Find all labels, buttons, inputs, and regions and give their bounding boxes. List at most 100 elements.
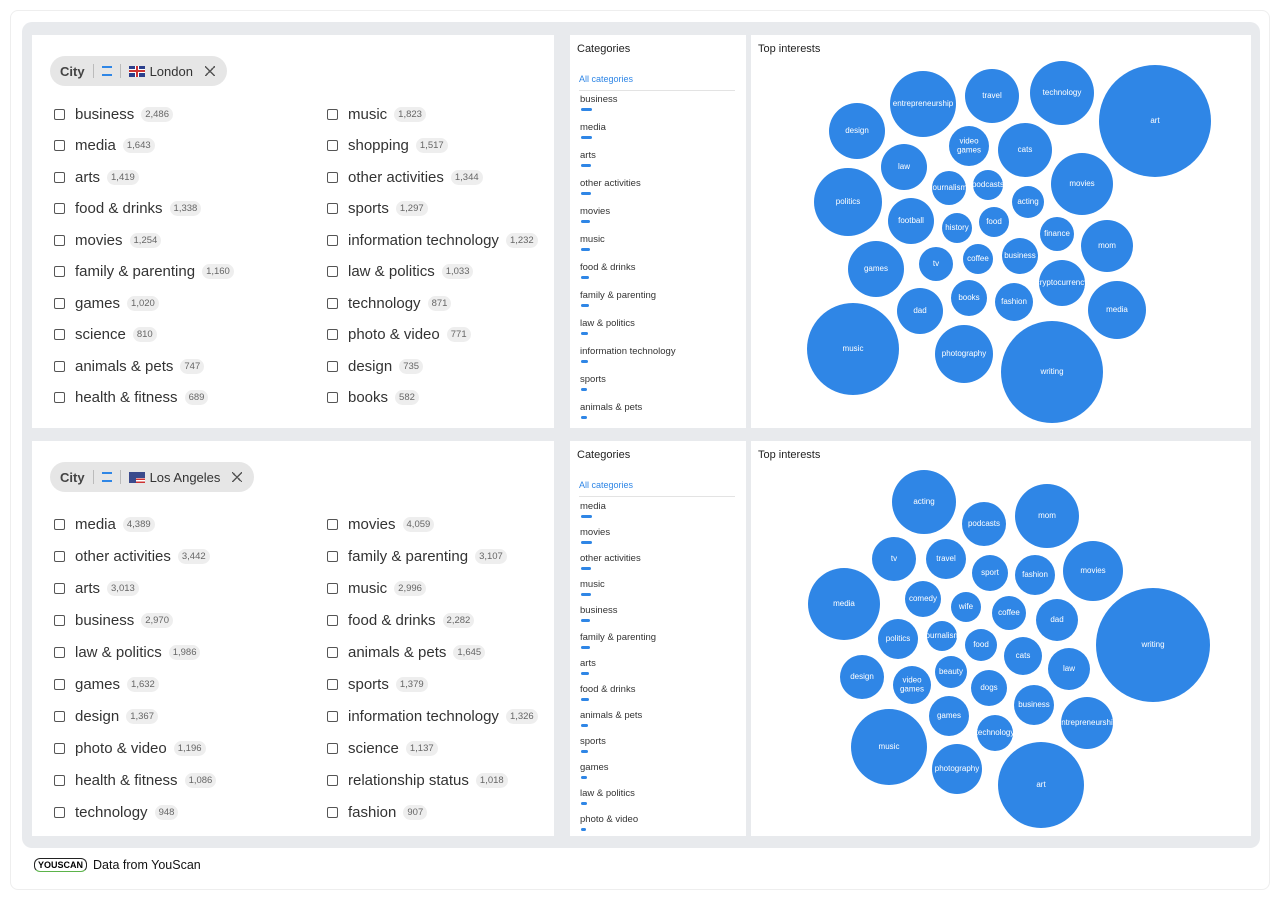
checkbox[interactable] — [327, 518, 338, 530]
checkbox[interactable] — [327, 392, 338, 403]
interest-row[interactable]: family & parenting 3,107 — [327, 546, 507, 566]
close-icon[interactable] — [232, 472, 243, 482]
interest-row[interactable]: family & parenting 1,160 — [54, 262, 234, 282]
checkbox[interactable] — [327, 711, 338, 723]
checkbox[interactable] — [54, 775, 65, 787]
interest-row[interactable]: information technology 1,326 — [327, 707, 538, 727]
category-item[interactable]: arts — [580, 657, 596, 669]
category-item[interactable]: other activities — [580, 178, 641, 189]
checkbox[interactable] — [54, 550, 65, 562]
checkbox[interactable] — [54, 807, 65, 819]
interest-row[interactable]: animals & pets 1,645 — [327, 642, 486, 662]
interest-row[interactable]: movies 4,059 — [327, 514, 435, 534]
interest-row[interactable]: food & drinks 2,282 — [327, 610, 475, 630]
interest-row[interactable]: other activities 1,344 — [327, 167, 483, 187]
interest-row[interactable]: games 1,020 — [54, 293, 159, 313]
interest-row[interactable]: science 810 — [54, 325, 157, 345]
interest-row[interactable]: photo & video 771 — [327, 325, 471, 345]
checkbox[interactable] — [327, 614, 338, 626]
checkbox[interactable] — [327, 679, 338, 690]
interest-row[interactable]: media 1,643 — [54, 136, 155, 156]
interest-row[interactable]: design 1,367 — [54, 707, 158, 727]
interest-row[interactable]: health & fitness 689 — [54, 388, 209, 408]
category-item[interactable]: family & parenting — [580, 631, 657, 643]
checkbox[interactable] — [54, 108, 65, 120]
category-item[interactable]: games — [580, 762, 609, 773]
checkbox[interactable] — [54, 171, 65, 183]
checkbox[interactable] — [327, 646, 338, 658]
category-item[interactable]: sports — [580, 374, 606, 385]
interest-row[interactable]: arts 1,419 — [54, 167, 139, 187]
interest-row[interactable]: fashion 907 — [327, 803, 428, 823]
filter-chip[interactable]: City Los Angeles — [50, 462, 255, 492]
category-item[interactable]: other activities — [580, 553, 641, 565]
interest-row[interactable]: movies 1,254 — [54, 230, 162, 250]
interest-row[interactable]: shopping 1,517 — [327, 136, 448, 156]
checkbox[interactable] — [54, 266, 65, 277]
interest-row[interactable]: health & fitness 1,086 — [54, 771, 217, 791]
category-item[interactable]: media — [580, 122, 606, 133]
category-item[interactable]: music — [580, 579, 605, 591]
category-item[interactable]: music — [580, 234, 605, 245]
interest-row[interactable]: law & politics 1,033 — [327, 262, 474, 282]
category-item[interactable]: business — [580, 94, 618, 105]
interest-row[interactable]: design 735 — [327, 356, 424, 376]
category-item[interactable]: sports — [580, 735, 606, 747]
checkbox[interactable] — [54, 743, 65, 755]
category-item[interactable]: food & drinks — [580, 683, 636, 695]
checkbox[interactable] — [54, 711, 65, 723]
interest-row[interactable]: relationship status 1,018 — [327, 771, 508, 791]
category-item[interactable]: movies — [580, 527, 611, 539]
interest-row[interactable]: food & drinks 1,338 — [54, 199, 202, 219]
category-item[interactable]: information technology — [580, 346, 676, 357]
category-item[interactable]: food & drinks — [580, 262, 636, 273]
interest-row[interactable]: technology 948 — [54, 803, 179, 823]
checkbox[interactable] — [54, 646, 65, 658]
checkbox[interactable] — [327, 297, 338, 309]
category-item[interactable]: movies — [580, 206, 611, 217]
checkbox[interactable] — [327, 550, 338, 562]
interest-row[interactable]: technology 871 — [327, 293, 452, 313]
interest-row[interactable]: music 2,996 — [327, 578, 426, 598]
checkbox[interactable] — [54, 679, 65, 690]
interest-row[interactable]: law & politics 1,986 — [54, 642, 201, 662]
close-icon[interactable] — [204, 66, 215, 76]
interest-row[interactable]: books 582 — [327, 388, 419, 408]
interest-row[interactable]: games 1,632 — [54, 675, 159, 695]
interest-row[interactable]: business 2,970 — [54, 610, 173, 630]
interest-row[interactable]: business 2,486 — [54, 104, 173, 124]
interest-row[interactable]: sports 1,297 — [327, 199, 428, 219]
interest-row[interactable]: animals & pets 747 — [54, 356, 205, 376]
interest-row[interactable]: media 4,389 — [54, 514, 155, 534]
checkbox[interactable] — [327, 266, 338, 277]
interest-row[interactable]: information technology 1,232 — [327, 230, 538, 250]
interest-row[interactable]: sports 1,379 — [327, 675, 428, 695]
category-item[interactable]: law & politics — [580, 788, 635, 800]
category-item[interactable]: animals & pets — [580, 709, 643, 721]
category-item[interactable]: arts — [580, 150, 596, 161]
all-categories[interactable]: All categories — [579, 480, 634, 490]
checkbox[interactable] — [54, 203, 65, 214]
category-item[interactable]: business — [580, 605, 618, 617]
interest-row[interactable]: other activities 3,442 — [54, 546, 210, 566]
category-item[interactable]: family & parenting — [580, 290, 657, 301]
category-item[interactable]: law & politics — [580, 318, 635, 329]
checkbox[interactable] — [54, 329, 65, 340]
checkbox[interactable] — [327, 775, 338, 787]
checkbox[interactable] — [327, 743, 338, 755]
interest-row[interactable]: arts 3,013 — [54, 578, 139, 598]
category-item[interactable]: animals & pets — [580, 402, 643, 413]
checkbox[interactable] — [327, 234, 338, 246]
checkbox[interactable] — [327, 203, 338, 214]
checkbox[interactable] — [327, 582, 338, 594]
checkbox[interactable] — [327, 360, 338, 372]
checkbox[interactable] — [54, 140, 65, 151]
checkbox[interactable] — [327, 329, 338, 340]
category-item[interactable]: media — [580, 501, 606, 512]
interest-row[interactable]: music 1,823 — [327, 104, 426, 124]
category-item[interactable]: photo & video — [580, 814, 639, 826]
checkbox[interactable] — [54, 234, 65, 246]
checkbox[interactable] — [54, 614, 65, 626]
checkbox[interactable] — [327, 171, 338, 183]
checkbox[interactable] — [54, 392, 65, 403]
